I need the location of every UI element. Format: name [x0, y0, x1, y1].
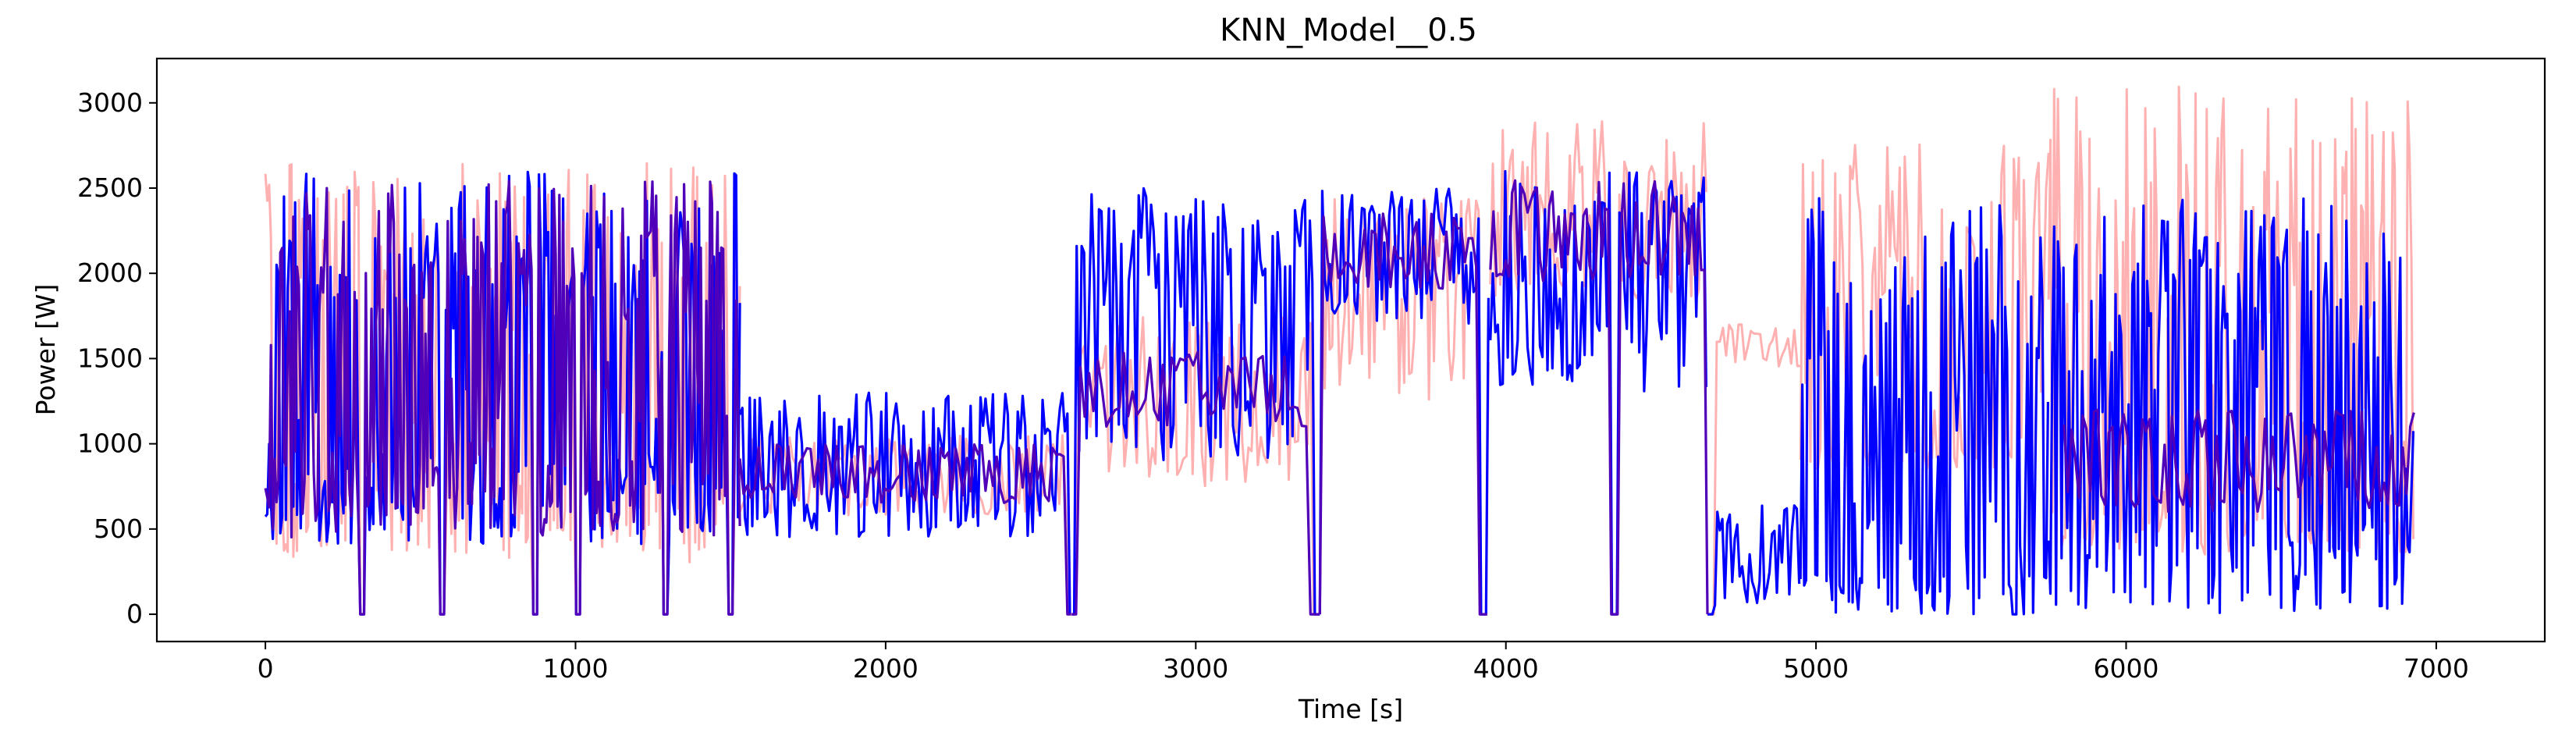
y-tick-label: 2500: [77, 172, 143, 203]
x-tick-label: 0: [258, 653, 274, 684]
x-tick-label: 6000: [2094, 653, 2159, 684]
y-tick-label: 1500: [77, 343, 143, 373]
plot-frame: [155, 57, 2546, 643]
series-layer: [264, 85, 2415, 616]
x-tick-label: 5000: [1783, 653, 1849, 684]
y-axis: 0 500 1000 1500 2000 2500 3000: [77, 87, 157, 629]
x-tick-label: 7000: [2404, 653, 2469, 684]
x-tick-label: 3000: [1163, 653, 1228, 684]
y-tick-label: 500: [94, 514, 143, 544]
series-line-overlap: [264, 179, 2415, 616]
x-tick-label: 2000: [853, 653, 918, 684]
y-tick-label: 1000: [77, 428, 143, 459]
y-tick-label: 0: [126, 599, 143, 629]
x-axis-title: Time [s]: [1298, 694, 1403, 724]
x-axis: 0 1000 2000 3000 4000 5000 6000 7000: [258, 642, 2469, 684]
y-tick-label: 3000: [77, 87, 143, 118]
x-tick-label: 4000: [1473, 653, 1539, 684]
x-tick-label: 1000: [543, 653, 609, 684]
y-axis-title: Power [W]: [30, 284, 61, 416]
y-tick-label: 2000: [77, 258, 143, 288]
chart-title: KNN_Model__0.5: [1220, 12, 1477, 48]
